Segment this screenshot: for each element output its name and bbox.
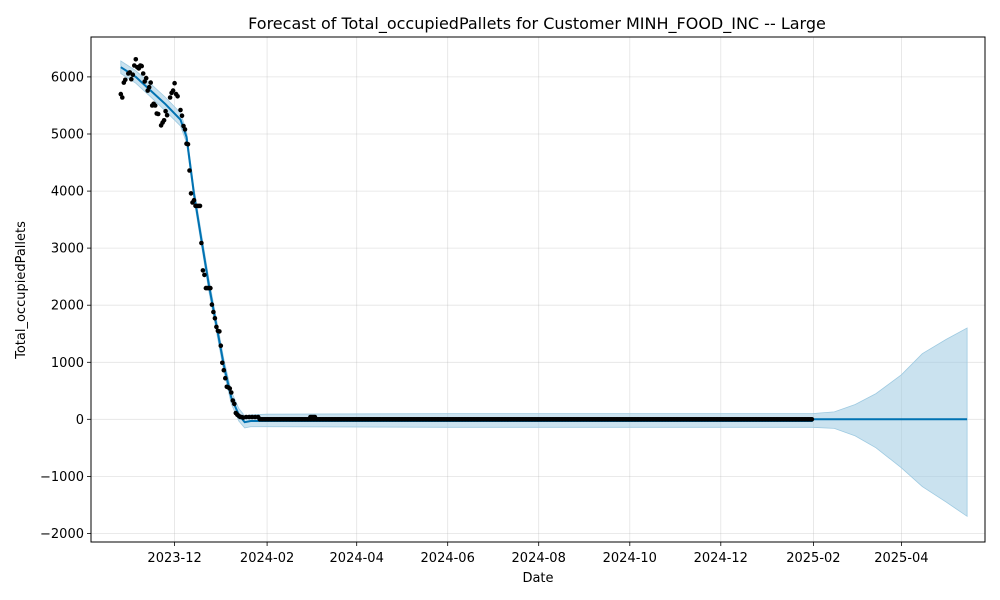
observed-point (152, 103, 158, 108)
observed-point (170, 88, 176, 93)
observed-point (220, 360, 225, 366)
observed-point (167, 95, 173, 100)
y-tick-label: 5000 (51, 128, 84, 143)
observed-point (172, 80, 177, 86)
observed-point (120, 95, 125, 100)
observed-point (191, 197, 197, 203)
observed-point (200, 268, 206, 273)
observed-point (164, 112, 170, 118)
observed-point (232, 401, 237, 407)
observed-point (179, 113, 185, 118)
observed-point (146, 84, 152, 90)
forecast-line (120, 66, 968, 424)
plot-frame (90, 36, 986, 543)
y-tick-label: 2000 (51, 299, 84, 314)
observed-point (143, 75, 149, 81)
observed-point (123, 77, 128, 83)
observed-point (175, 94, 180, 99)
x-tick-label: 2024-04 (330, 551, 384, 566)
observed-point (809, 417, 815, 422)
observed-point (223, 375, 228, 381)
x-tick-label: 2025-04 (874, 551, 928, 566)
chart-title: Forecast of Total_occupiedPallets for Cu… (248, 14, 826, 34)
observed-point (129, 76, 134, 82)
observed-point (217, 329, 222, 334)
observed-point (185, 142, 191, 147)
observed-point (161, 118, 167, 123)
y-tick-label: 4000 (51, 185, 84, 200)
observed-point (221, 367, 227, 373)
x-tick-label: 2023-12 (147, 551, 201, 566)
x-tick-label: 2024-10 (603, 551, 657, 566)
observed-point (209, 302, 215, 307)
y-tick-label: 6000 (51, 70, 84, 85)
observed-point (214, 324, 219, 330)
observed-point (130, 72, 136, 77)
observed-point (139, 63, 144, 69)
observed-points (118, 57, 815, 422)
observed-point (187, 168, 192, 173)
observed-point (218, 343, 224, 349)
y-tick-label: −2000 (40, 527, 84, 542)
observed-point (208, 285, 213, 291)
y-axis: −2000 −1000 0 1000 2000 3000 4000 5000 6000 (40, 70, 91, 542)
observed-point (148, 80, 153, 85)
observed-point (227, 386, 233, 391)
x-tick-label: 2024-02 (240, 551, 294, 566)
observed-point (197, 203, 203, 209)
observed-point (199, 240, 204, 246)
grid (91, 37, 985, 542)
y-tick-label: 0 (76, 413, 84, 428)
observed-point (188, 191, 194, 196)
x-tick-label: 2025-02 (786, 551, 840, 566)
uncertainty-band (120, 60, 968, 518)
observed-point (133, 57, 139, 62)
observed-point (229, 390, 234, 395)
x-tick-label: 2024-06 (421, 551, 475, 566)
observed-point (155, 111, 161, 117)
x-axis: 2023-12 2024-02 2024-04 2024-06 2024-08 2024-… (147, 542, 929, 566)
y-tick-label: −1000 (40, 470, 84, 485)
y-tick-label: 1000 (51, 356, 84, 371)
x-tick-label: 2024-08 (512, 551, 566, 566)
observed-point (182, 127, 188, 132)
x-axis-label: Date (522, 571, 553, 586)
observed-point (178, 107, 183, 113)
x-tick-label: 2024-12 (694, 551, 748, 566)
observed-point (163, 108, 168, 114)
forecast-line-path (120, 66, 968, 424)
y-axis-label: Total_occupiedPallets (14, 221, 29, 360)
uncertainty-band-area (120, 60, 968, 518)
observed-point (211, 309, 216, 315)
observed-point (202, 272, 207, 278)
observed-point (140, 71, 146, 76)
observed-point (212, 316, 218, 321)
y-tick-label: 3000 (51, 242, 84, 257)
